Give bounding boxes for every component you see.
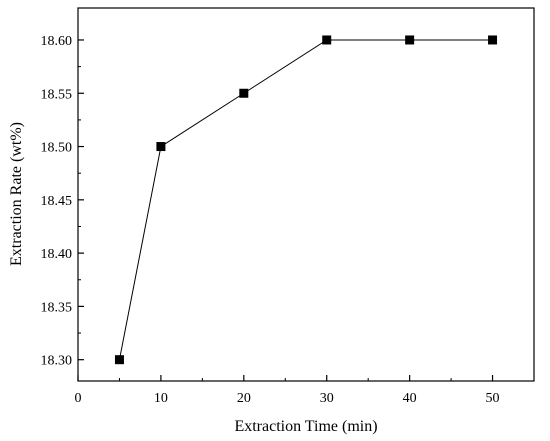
data-point-marker bbox=[156, 142, 166, 152]
series-line bbox=[118, 39, 493, 360]
y-axis-title: Extraction Rate (wt%) bbox=[8, 122, 25, 266]
x-tick-label: 20 bbox=[237, 391, 251, 406]
data-point-marker bbox=[405, 35, 415, 45]
data-point-marker bbox=[239, 88, 249, 98]
x-tick-label: 50 bbox=[486, 391, 500, 406]
series-layer bbox=[114, 35, 498, 365]
x-tick-label: 40 bbox=[403, 391, 417, 406]
data-point-marker bbox=[488, 35, 498, 45]
y-tick-label: 18.50 bbox=[41, 141, 73, 156]
x-axis-title: Extraction Time (min) bbox=[234, 418, 377, 435]
data-point-marker bbox=[114, 355, 124, 365]
y-tick-label: 18.55 bbox=[41, 87, 73, 102]
y-axis-ticks: 18.30 18.35 18.40 18.45 18.50 18.55 18.60 bbox=[41, 34, 84, 369]
plot-frame bbox=[77, 7, 535, 382]
y-tick-label: 18.40 bbox=[41, 247, 73, 262]
y-tick-label: 18.30 bbox=[41, 354, 73, 369]
y-tick-label: 18.35 bbox=[41, 300, 73, 315]
y-tick-label: 18.45 bbox=[41, 194, 73, 209]
x-tick-label: 30 bbox=[320, 391, 334, 406]
x-tick-label: 0 bbox=[75, 391, 82, 406]
data-point-marker bbox=[322, 35, 332, 45]
y-tick-label: 18.60 bbox=[41, 34, 73, 49]
x-axis-ticks: 0 10 20 30 40 50 bbox=[75, 375, 500, 406]
x-tick-label: 10 bbox=[154, 391, 168, 406]
